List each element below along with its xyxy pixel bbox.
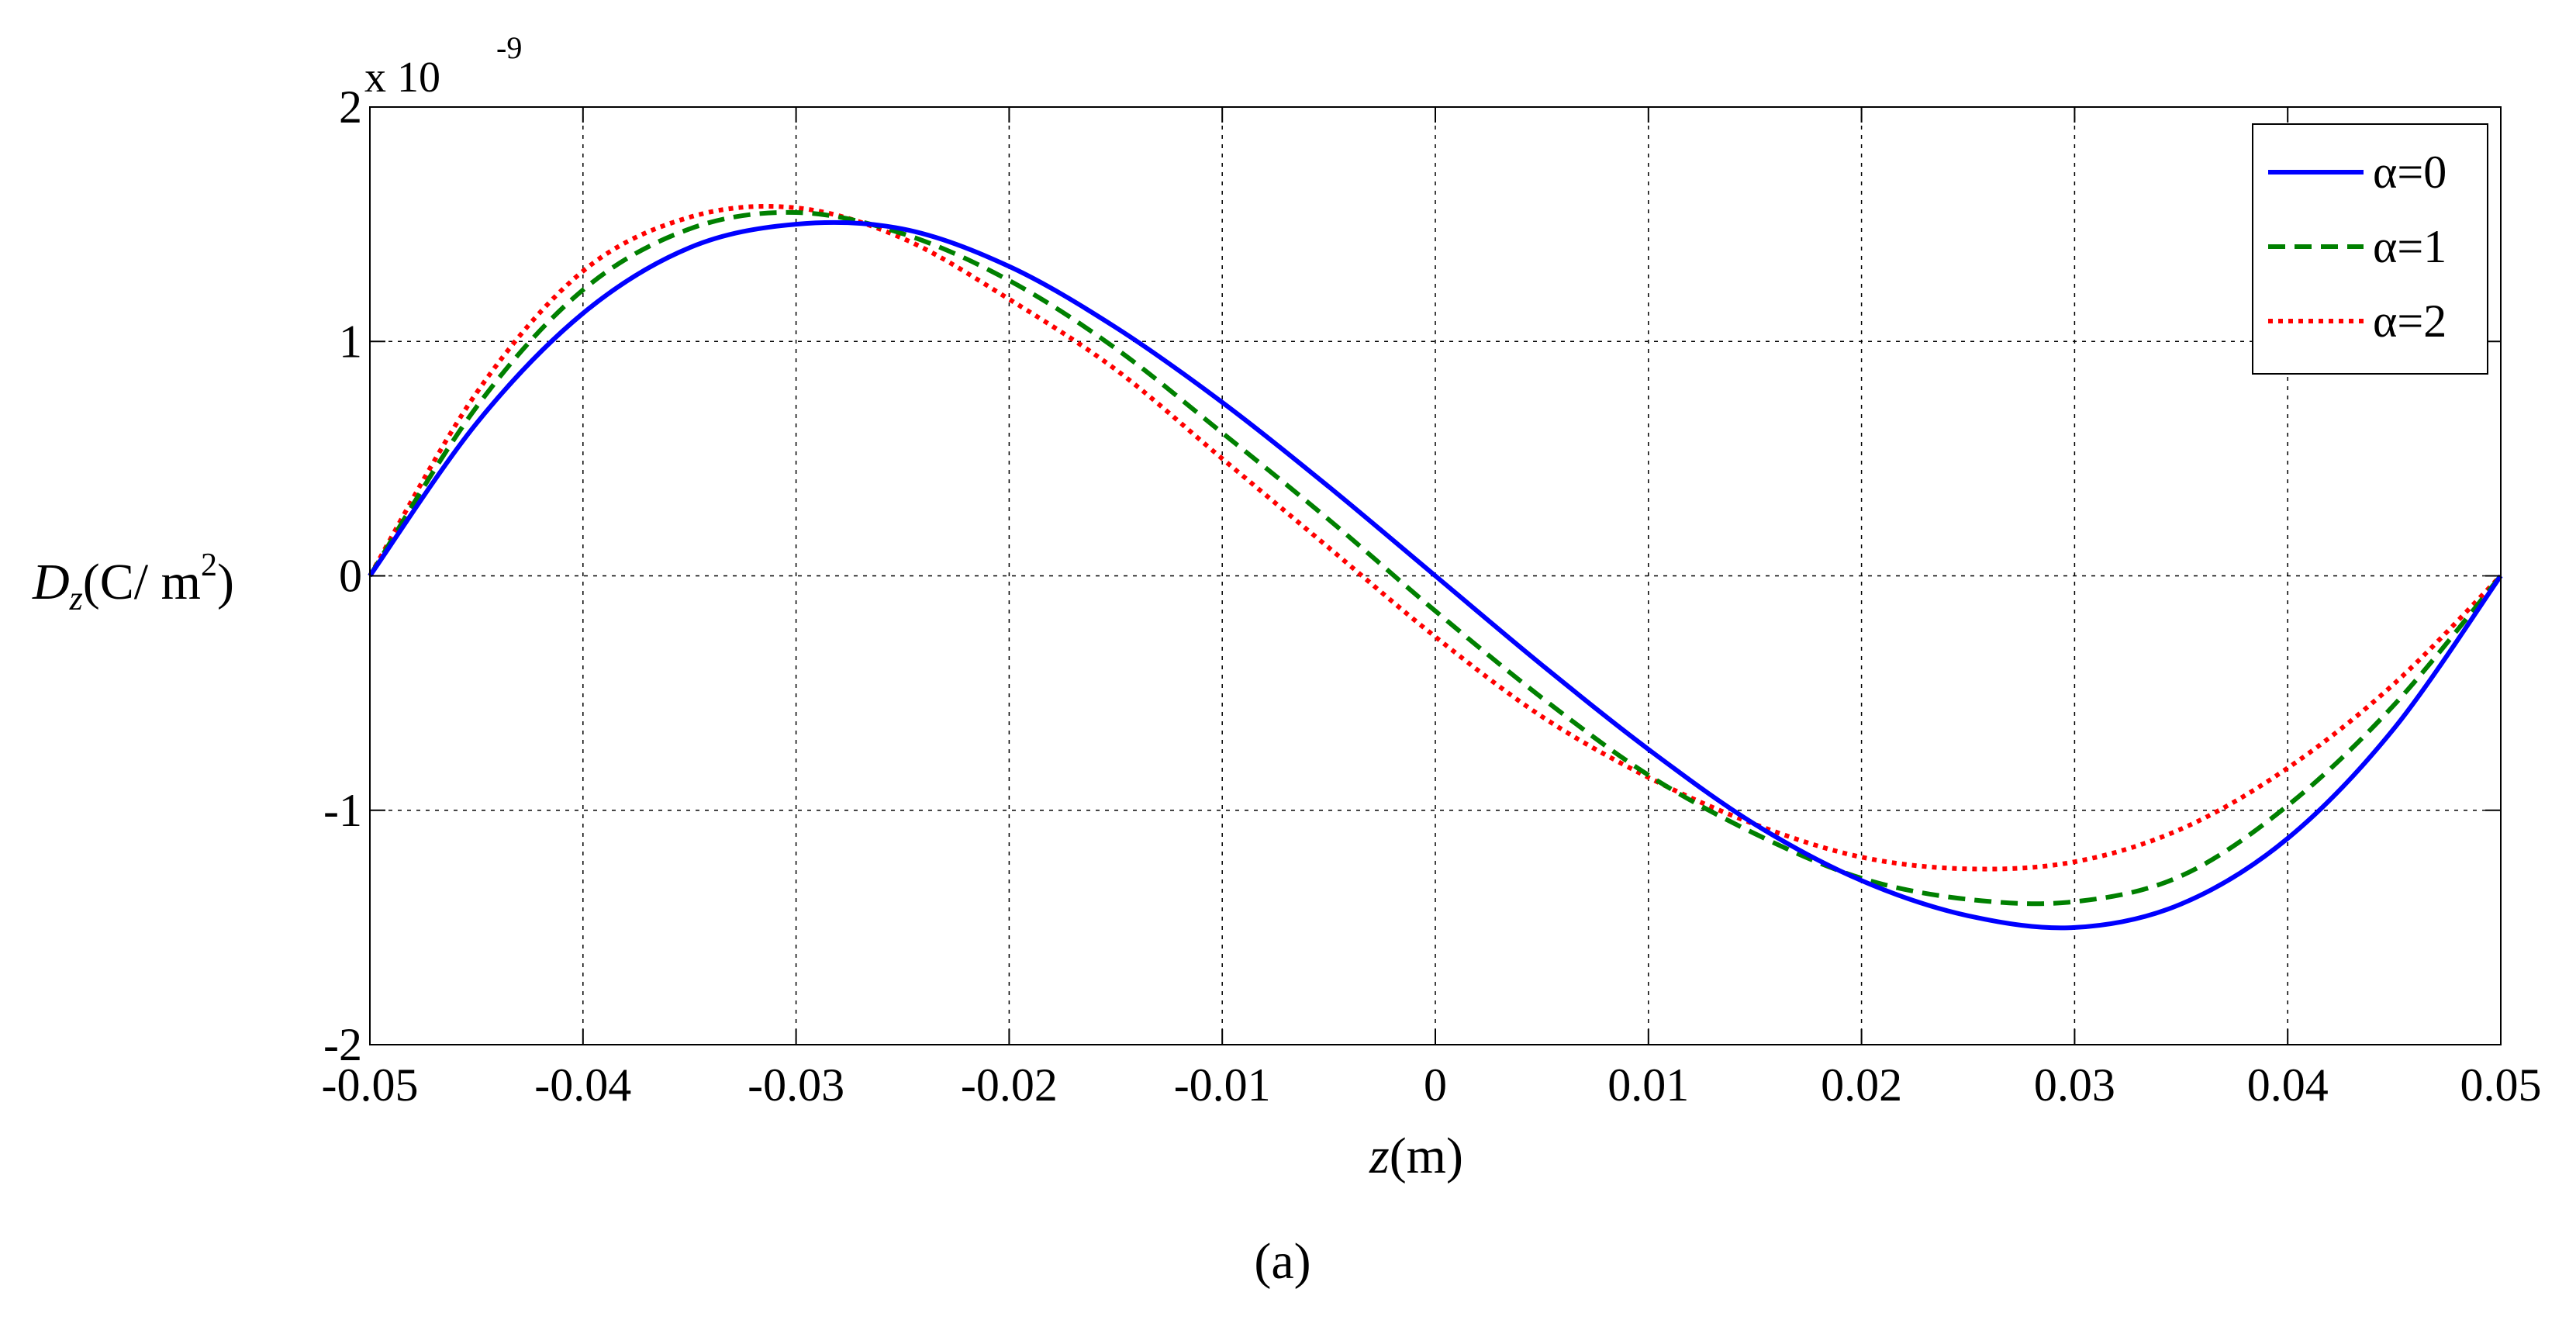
y-tick-label: 2 [339, 81, 362, 133]
figure-caption: (a) [1254, 1233, 1310, 1290]
x-tick-label: 0.02 [1821, 1059, 1902, 1111]
series-line-alpha-0 [368, 219, 2503, 931]
y-exponent-base: x 10 [364, 54, 440, 102]
x-tick-label: -0.05 [322, 1059, 419, 1111]
y-label-sup: 2 [201, 548, 217, 583]
x-tick-label: -0.02 [961, 1059, 1058, 1111]
legend-label-alpha-2: α=2 [2373, 295, 2447, 347]
x-axis-label: z(m) [1369, 1128, 1463, 1184]
y-exponent-power: -9 [496, 30, 522, 65]
x-tick-label: 0.04 [2247, 1059, 2329, 1111]
series-line-alpha-1 [368, 209, 2503, 907]
x-tick-label: -0.01 [1174, 1059, 1271, 1111]
y-label-main: D [32, 554, 70, 610]
y-tick-label: -2 [323, 1019, 362, 1070]
y-tick-label: -1 [323, 785, 362, 836]
y-label-close: ) [217, 554, 234, 610]
legend-label-alpha-0: α=0 [2373, 147, 2447, 198]
x-label-italic: z [1369, 1128, 1390, 1184]
tick-labels: -0.05 -0.04 -0.03 -0.02 -0.01 0 0.01 0.02 0.03 0.… [322, 81, 2542, 1111]
y-tick-label: 1 [339, 316, 362, 367]
x-tick-label: -0.04 [534, 1059, 631, 1111]
y-tick-label: 0 [339, 551, 362, 602]
y-label-sub: z [69, 579, 83, 617]
ticks [369, 106, 2502, 1045]
legend-label-alpha-1: α=1 [2373, 221, 2447, 272]
y-label-open: (C/ m [83, 554, 201, 610]
x-tick-label: 0.05 [2460, 1059, 2542, 1111]
x-tick-label: 0.01 [1607, 1059, 1689, 1111]
legend-box [2252, 123, 2488, 375]
series-line-alpha-2 [368, 204, 2503, 872]
x-tick-label: 0 [1424, 1059, 1447, 1111]
x-label-rest: (m) [1390, 1128, 1463, 1184]
x-tick-label: 0.03 [2034, 1059, 2115, 1111]
y-axis-label: Dz(C/ m2) [32, 548, 234, 617]
series-layer [368, 204, 2503, 931]
x-tick-label: -0.03 [748, 1059, 844, 1111]
grid [370, 107, 2501, 1045]
legend: α=0 α=1 α=2 [2252, 123, 2488, 375]
